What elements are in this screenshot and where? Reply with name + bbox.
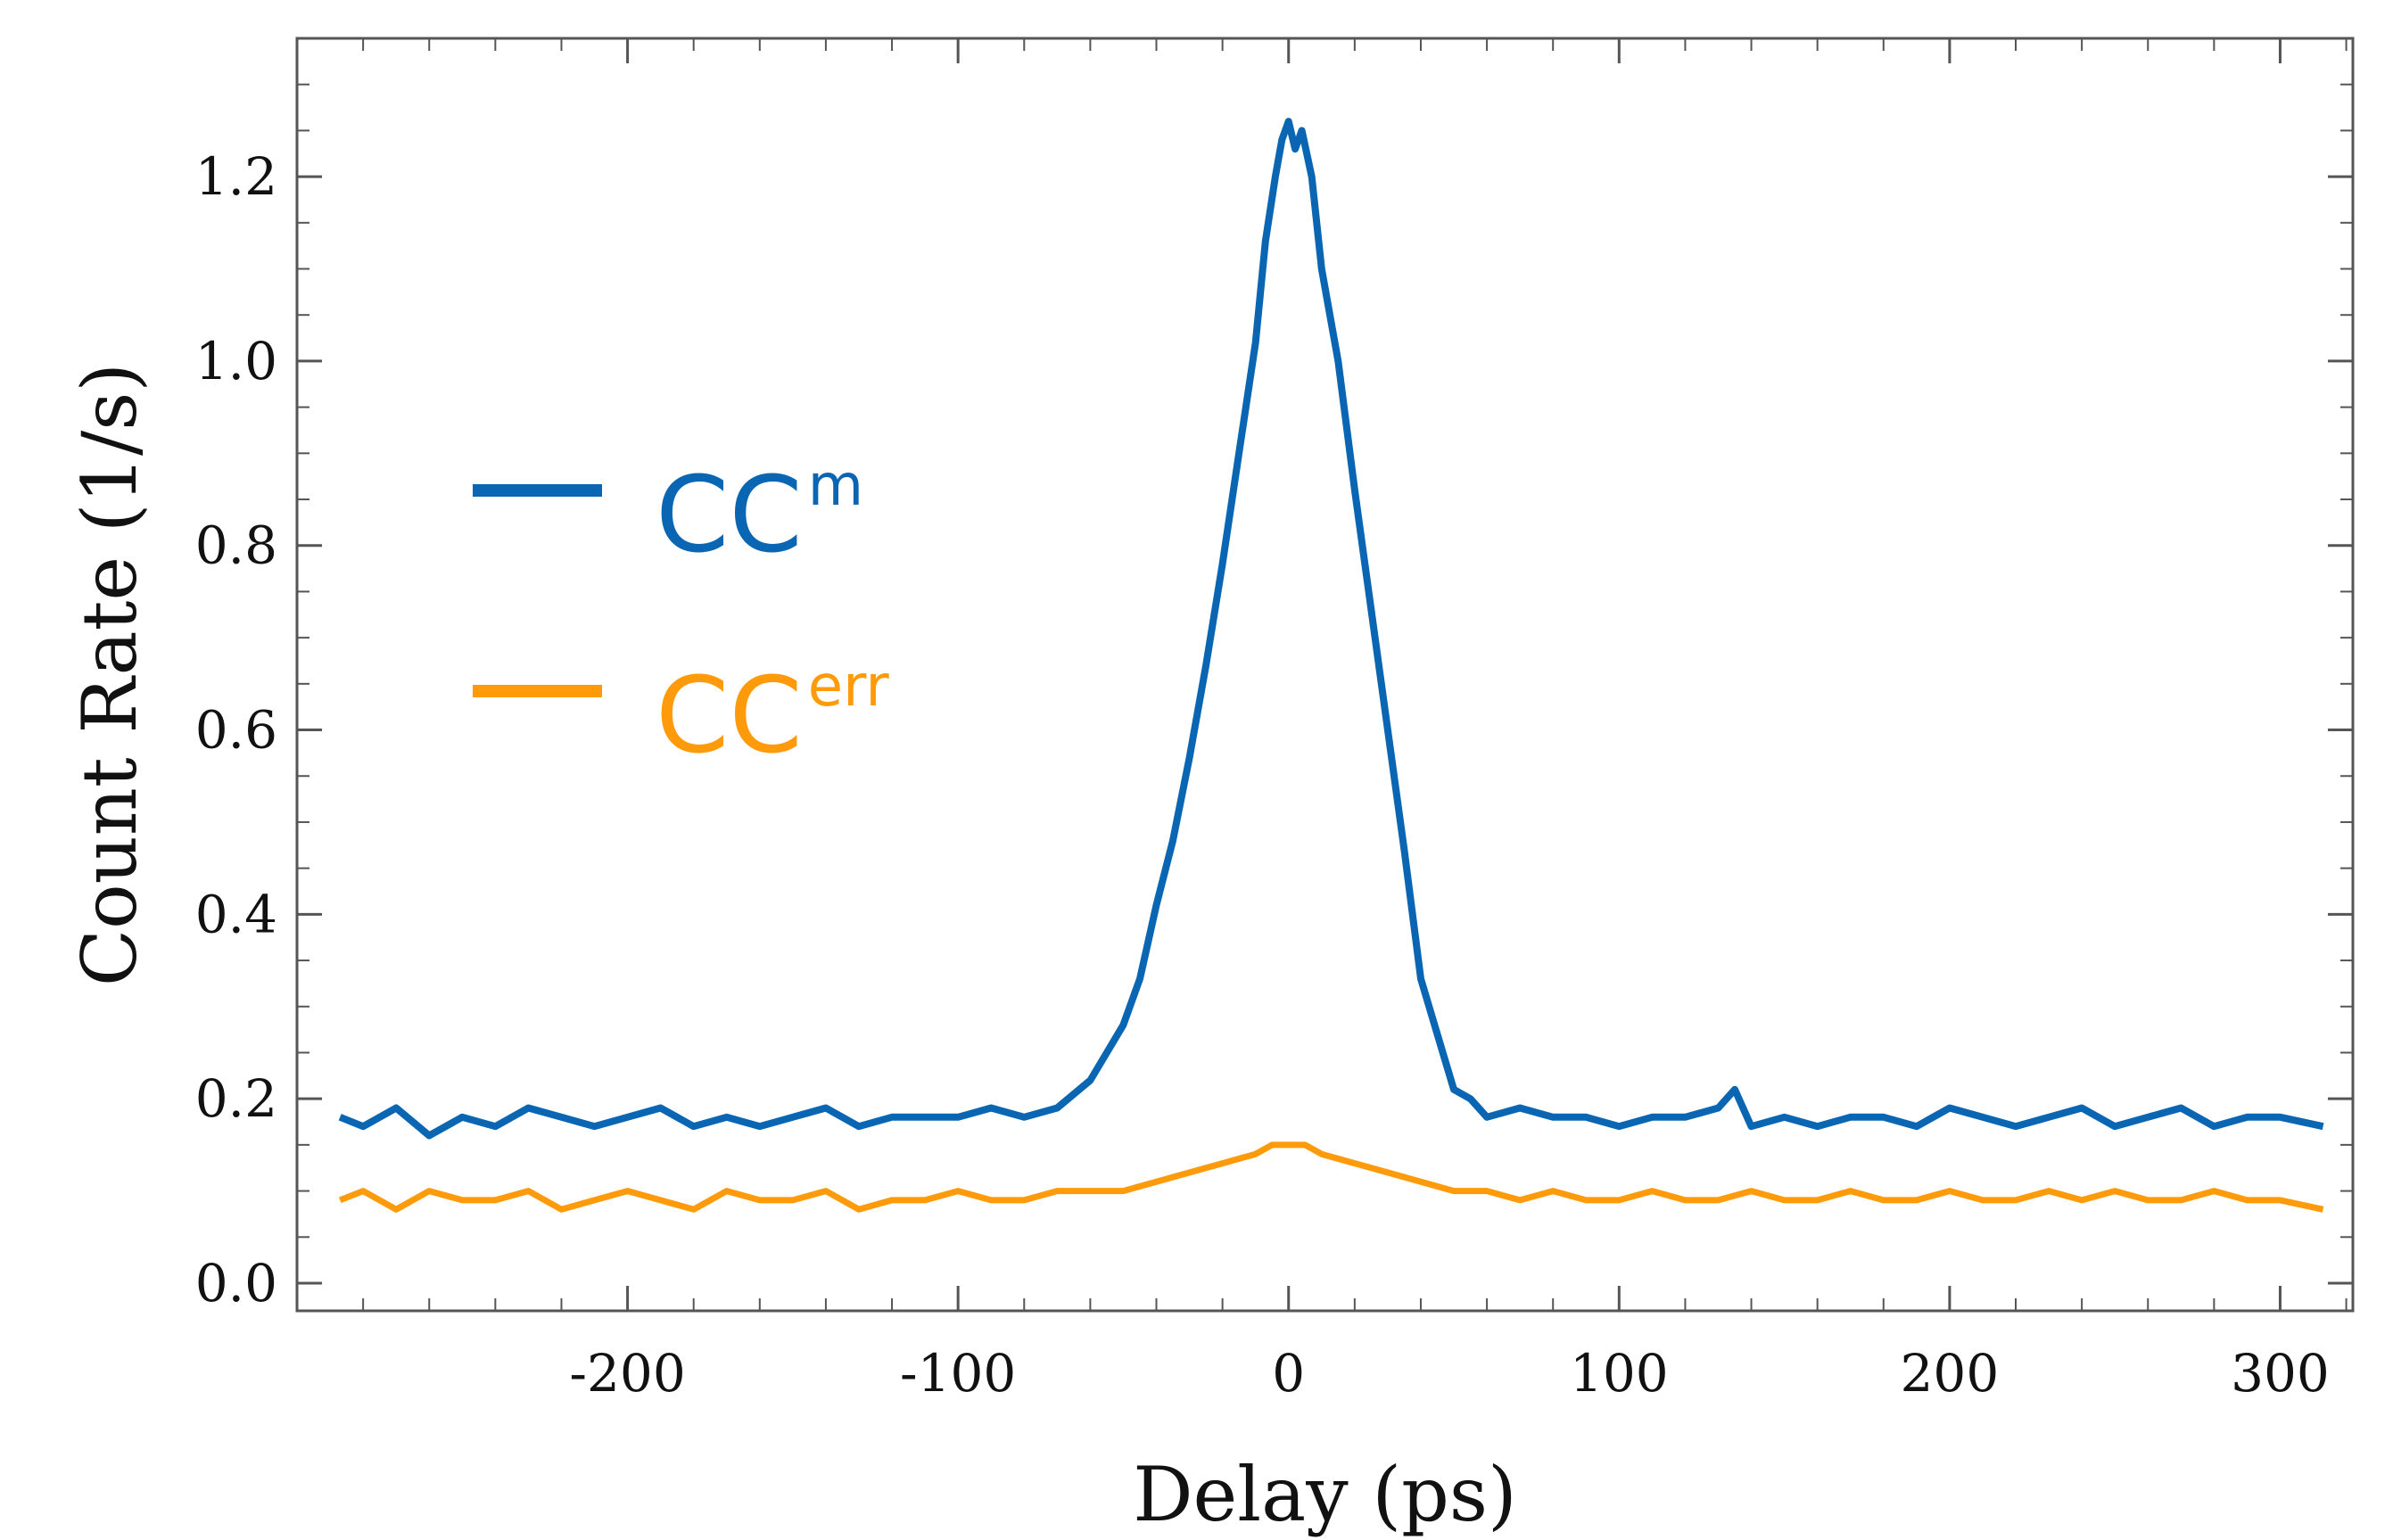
y-tick-label: 0.0 xyxy=(195,1253,277,1314)
x-axis-label: Delay (ps) xyxy=(1133,1451,1517,1538)
legend: CCm CCerr xyxy=(473,453,889,777)
series-layer xyxy=(338,118,2324,1213)
y-tick-label: 0.2 xyxy=(195,1068,277,1129)
y-tick-label: 1.0 xyxy=(195,331,277,391)
x-tick-label: 200 xyxy=(1901,1343,2000,1404)
y-tick-label: 0.6 xyxy=(195,700,277,761)
x-tick-label: 300 xyxy=(2231,1343,2330,1404)
legend-label-m: CCm xyxy=(656,453,863,576)
axis-ticks xyxy=(297,38,2353,1311)
y-axis-label: Count Rate (1/s) xyxy=(66,363,153,986)
y-tick-label: 0.8 xyxy=(195,515,277,576)
x-tick-label: 0 xyxy=(1272,1343,1305,1404)
y-tick-label: 1.2 xyxy=(195,146,277,207)
legend-label-err: CCerr xyxy=(656,654,889,777)
x-tick-label: -200 xyxy=(569,1343,685,1404)
tick-labels: -200 -100 0 100 200 300 0.0 0.2 0.4 0.6 0.8 1.0 1.2 xyxy=(195,146,2330,1404)
series-line-m xyxy=(338,118,2324,1140)
plot-frame xyxy=(295,37,2355,1313)
x-tick-label: -100 xyxy=(900,1343,1016,1404)
y-tick-label: 0.4 xyxy=(195,884,277,944)
series-line-err xyxy=(338,1141,2324,1213)
x-tick-label: 100 xyxy=(1570,1343,1669,1404)
